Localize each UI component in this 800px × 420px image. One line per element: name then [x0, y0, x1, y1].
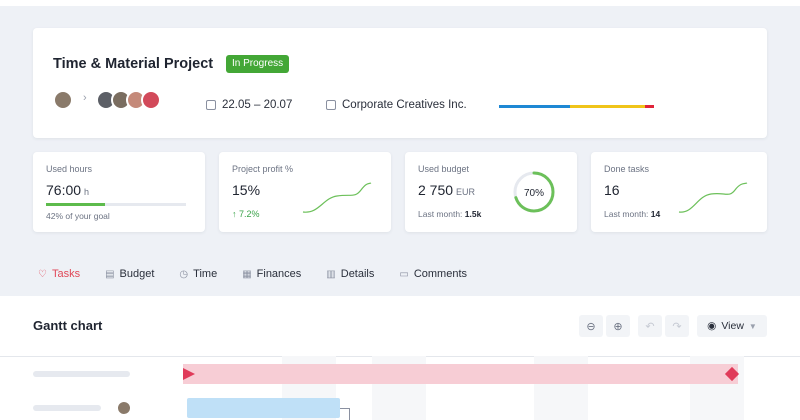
growth-indicator: ↑ 7.2%: [232, 209, 260, 219]
avatar[interactable]: [116, 400, 132, 416]
redo-button[interactable]: ↷: [665, 315, 689, 337]
project-dates-text: 22.05 – 20.07: [222, 99, 293, 111]
stat-card-project-profit: Project profit % 15% ↑ 7.2%: [219, 152, 391, 232]
tab-tasks[interactable]: ♡ Tasks: [38, 268, 80, 280]
budget-icon: ▤: [105, 268, 115, 280]
stat-label: Project profit %: [232, 164, 294, 174]
redo-icon: ↷: [672, 320, 682, 333]
goal-progress-bar: [46, 203, 186, 206]
project-dates: 22.05 – 20.07: [206, 99, 292, 111]
stat-value: 76:00 h: [46, 182, 89, 198]
last-month-label: Last month:: [604, 209, 649, 219]
gantt-task-bar[interactable]: [187, 398, 340, 418]
gantt-chart-area: [0, 356, 800, 420]
tab-budget[interactable]: ▤ Budget: [105, 268, 154, 280]
stat-label: Used budget: [418, 164, 470, 174]
stat-card-used-budget: Used budget 2 750 EUR Last month: 1.5k 70…: [405, 152, 577, 232]
zoom-out-icon: ⊖: [586, 320, 596, 333]
tab-label: Finances: [256, 268, 302, 280]
budget-percent: 70%: [524, 188, 544, 199]
growth-value: 7.2%: [239, 209, 260, 219]
clock-icon: ◷: [179, 268, 189, 280]
goal-progress-fill: [46, 203, 105, 206]
finances-icon: ▦: [242, 268, 252, 280]
gantt-dependency-connector: [340, 408, 350, 420]
status-badge: In Progress: [226, 55, 290, 73]
stat-unit: EUR: [456, 187, 476, 197]
stat-value: 15%: [232, 182, 261, 198]
avatar[interactable]: [141, 90, 161, 110]
task-name-placeholder: [33, 405, 101, 411]
milestone-start-arrow-icon: [183, 368, 195, 380]
last-month-value: 14: [650, 209, 661, 219]
undo-icon: ↶: [645, 320, 655, 333]
comment-icon: ▭: [399, 268, 409, 280]
details-icon: ▥: [326, 268, 336, 280]
last-month-label: Last month:: [418, 209, 463, 219]
progress-segment-yellow: [570, 105, 645, 108]
tasks-sparkline: [678, 182, 748, 213]
project-client: Corporate Creatives Inc.: [326, 99, 467, 111]
task-name-placeholder: [33, 371, 130, 377]
gantt-title: Gantt chart: [33, 318, 103, 333]
chevron-right-icon: ›: [83, 92, 87, 104]
zoom-in-icon: ⊕: [613, 320, 623, 333]
project-title: Time & Material Project: [53, 56, 214, 72]
project-tabs: ♡ Tasks ▤ Budget ◷ Time ▦ Finances ▥ Det…: [0, 252, 800, 296]
project-client-text: Corporate Creatives Inc.: [342, 99, 467, 111]
progress-segment-red: [645, 105, 654, 108]
tab-details[interactable]: ▥ Details: [326, 268, 374, 280]
undo-button[interactable]: ↶: [638, 315, 662, 337]
tab-label: Time: [193, 268, 218, 280]
arrow-up-icon: ↑: [232, 209, 237, 219]
budget-donut-chart: 70%: [513, 171, 555, 213]
view-dropdown[interactable]: ◉ View ▼: [697, 315, 767, 337]
chevron-down-icon: ▼: [748, 321, 757, 331]
tab-label: Comments: [413, 268, 468, 280]
profit-sparkline: [302, 182, 372, 213]
project-card: Time & Material Project In Progress › 22…: [33, 28, 767, 138]
goal-text: 42% of your goal: [46, 211, 110, 221]
tab-label: Details: [340, 268, 375, 280]
stat-card-used-hours: Used hours 76:00 h 42% of your goal: [33, 152, 205, 232]
stat-card-done-tasks: Done tasks 16 Last month: 14: [591, 152, 767, 232]
stat-value-text: 2 750: [418, 182, 454, 198]
tab-time[interactable]: ◷ Time: [179, 268, 217, 280]
view-label: View: [721, 320, 744, 332]
zoom-out-button[interactable]: ⊖: [579, 315, 603, 337]
stat-value-text: 76:00: [46, 182, 82, 198]
tab-label: Budget: [119, 268, 155, 280]
eye-icon: ◉: [707, 320, 717, 332]
building-icon: [326, 100, 336, 110]
calendar-icon: [206, 100, 216, 110]
stat-label: Done tasks: [604, 164, 650, 174]
check-heart-icon: ♡: [38, 268, 47, 280]
gantt-milestone-bar[interactable]: [183, 364, 738, 384]
avatar[interactable]: [53, 90, 73, 110]
tab-comments[interactable]: ▭ Comments: [399, 268, 467, 280]
stat-value: 16: [604, 182, 620, 198]
tab-finances[interactable]: ▦ Finances: [242, 268, 301, 280]
progress-segment-blue: [499, 105, 570, 108]
last-month: Last month: 14: [604, 209, 660, 219]
stat-label: Used hours: [46, 164, 93, 174]
last-month: Last month: 1.5k: [418, 209, 481, 219]
project-progress-strip: [499, 105, 654, 108]
stat-unit: h: [84, 187, 90, 197]
last-month-value: 1.5k: [464, 209, 482, 219]
zoom-in-button[interactable]: ⊕: [606, 315, 630, 337]
stat-value: 2 750 EUR: [418, 182, 475, 198]
tab-label: Tasks: [51, 268, 81, 280]
